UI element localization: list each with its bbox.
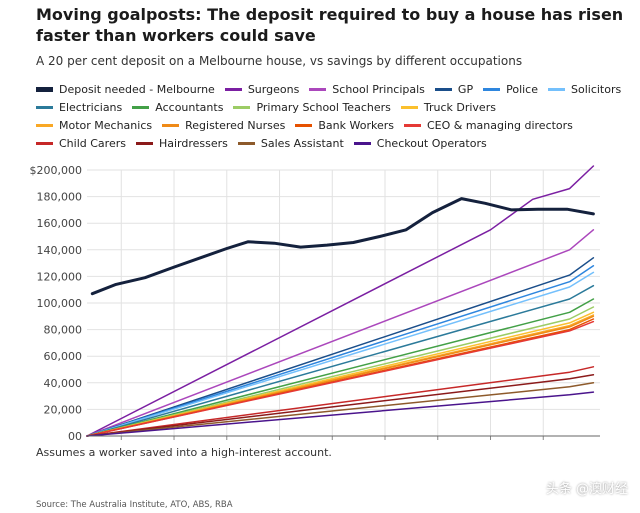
legend-label: Solicitors <box>571 83 622 96</box>
legend-label: Bank Workers <box>318 119 394 132</box>
axes: 00 20,000 40,000 60,000 80,000 100,000 120,000… <box>30 164 600 443</box>
legend-swatch <box>548 87 565 91</box>
legend-item: Child Carers <box>36 135 126 153</box>
series-line-registered-nurses <box>86 315 595 437</box>
legend-label: CEO & managing directors <box>426 119 573 132</box>
legend-label: Primary School Teachers <box>256 101 391 114</box>
legend-swatch <box>353 141 371 145</box>
legend-item: School Principals <box>309 81 425 99</box>
legend-item: Hairdressers <box>135 135 228 153</box>
legend-item: Primary School Teachers <box>233 99 391 117</box>
y-tick-label: 60,000 <box>44 350 83 363</box>
legend-swatch <box>135 141 153 145</box>
legend-swatch <box>309 87 327 91</box>
y-tick-label: 180,000 <box>37 191 83 204</box>
series-line-primary-school-teachers <box>86 306 595 437</box>
legend-item: GP <box>434 81 474 99</box>
legend-swatch <box>400 105 418 109</box>
legend-label: Electricians <box>59 101 123 114</box>
series-line-child-carers <box>86 366 595 437</box>
legend-label: Accountants <box>155 101 224 114</box>
legend-item: Surgeons <box>224 81 300 99</box>
chart-legend: Deposit needed - Melbourne Surgeons School… <box>36 81 632 153</box>
series-line-school-principals <box>86 229 595 437</box>
legend-item: Truck Drivers <box>400 99 496 117</box>
legend-item: Police <box>483 81 538 99</box>
legend-swatch <box>132 105 150 109</box>
series-line-surgeons <box>86 165 595 437</box>
legend-swatch <box>224 87 242 91</box>
y-tick-label: 100,000 <box>37 297 83 310</box>
legend-label: Checkout Operators <box>376 137 487 150</box>
legend-item: Sales Assistant <box>237 135 344 153</box>
y-tick-label: 160,000 <box>37 217 83 230</box>
legend-item: Accountants <box>132 99 223 117</box>
legend-label: Child Carers <box>59 137 126 150</box>
legend-label: School Principals <box>332 83 425 96</box>
legend-label: Hairdressers <box>158 137 228 150</box>
legend-item: CEO & managing directors <box>403 117 573 135</box>
legend-swatch <box>237 141 255 145</box>
series-lines <box>86 165 595 437</box>
series-line-ceo-managing-directors <box>86 320 595 437</box>
legend-item: Motor Mechanics <box>36 117 152 135</box>
legend-item: Solicitors <box>548 81 621 99</box>
legend-item: Electricians <box>36 99 122 117</box>
legend-item: Registered Nurses <box>162 117 285 135</box>
legend-label: GP <box>457 83 474 96</box>
legend-label: Surgeons <box>247 83 300 96</box>
legend-swatch <box>233 105 251 109</box>
series-line-deposit-needed-melbourne <box>90 197 595 296</box>
series-line-police <box>86 265 595 437</box>
legend-swatch <box>434 87 452 91</box>
legend-swatch <box>162 123 180 127</box>
legend-swatch <box>36 141 53 145</box>
y-tick-label: $200,000 <box>30 164 83 177</box>
series-line-sales-assistant <box>86 382 595 437</box>
legend-item: Deposit needed - Melbourne <box>36 81 215 99</box>
legend-label: Motor Mechanics <box>59 119 153 132</box>
y-tick-label: 40,000 <box>44 377 83 390</box>
series-line-hairdressers <box>86 374 595 437</box>
y-tick-label: 80,000 <box>44 324 83 337</box>
watermark-text: 头条 @澳财经 <box>545 482 628 497</box>
chart-title: Moving goalposts: The deposit required t… <box>36 5 624 45</box>
y-tick-label: 20,000 <box>44 403 83 416</box>
legend-label: Registered Nurses <box>185 119 286 132</box>
legend-label: Sales Assistant <box>260 137 344 150</box>
y-tick-label: 00 <box>68 430 82 443</box>
series-line-truck-drivers <box>86 311 595 437</box>
series-line-checkout-operators <box>86 391 595 437</box>
series-line-gp <box>86 257 595 437</box>
legend-label: Deposit needed - Melbourne <box>59 83 215 96</box>
source-note: Source: The Australia Institute, ATO, AB… <box>36 500 233 510</box>
legend-swatch <box>36 123 53 127</box>
y-tick-label: 140,000 <box>37 244 83 257</box>
legend-swatch <box>403 123 421 127</box>
legend-item: Checkout Operators <box>353 135 487 153</box>
legend-item: Bank Workers <box>295 117 394 135</box>
chart-subtitle: A 20 per cent deposit on a Melbourne hou… <box>36 54 523 68</box>
series-line-accountants <box>86 298 595 437</box>
legend-swatch <box>36 105 53 109</box>
series-line-solicitors <box>86 271 595 437</box>
legend-swatch <box>295 123 313 127</box>
legend-swatch <box>483 87 501 91</box>
series-line-electricians <box>86 284 595 437</box>
legend-label: Truck Drivers <box>423 101 496 114</box>
y-tick-label: 120,000 <box>37 270 83 283</box>
legend-label: Police <box>506 83 538 96</box>
line-chart: 00 20,000 40,000 60,000 80,000 100,000 120,000… <box>30 164 600 443</box>
legend-swatch <box>36 86 53 92</box>
footnote: Assumes a worker saved into a high-inter… <box>36 446 332 459</box>
